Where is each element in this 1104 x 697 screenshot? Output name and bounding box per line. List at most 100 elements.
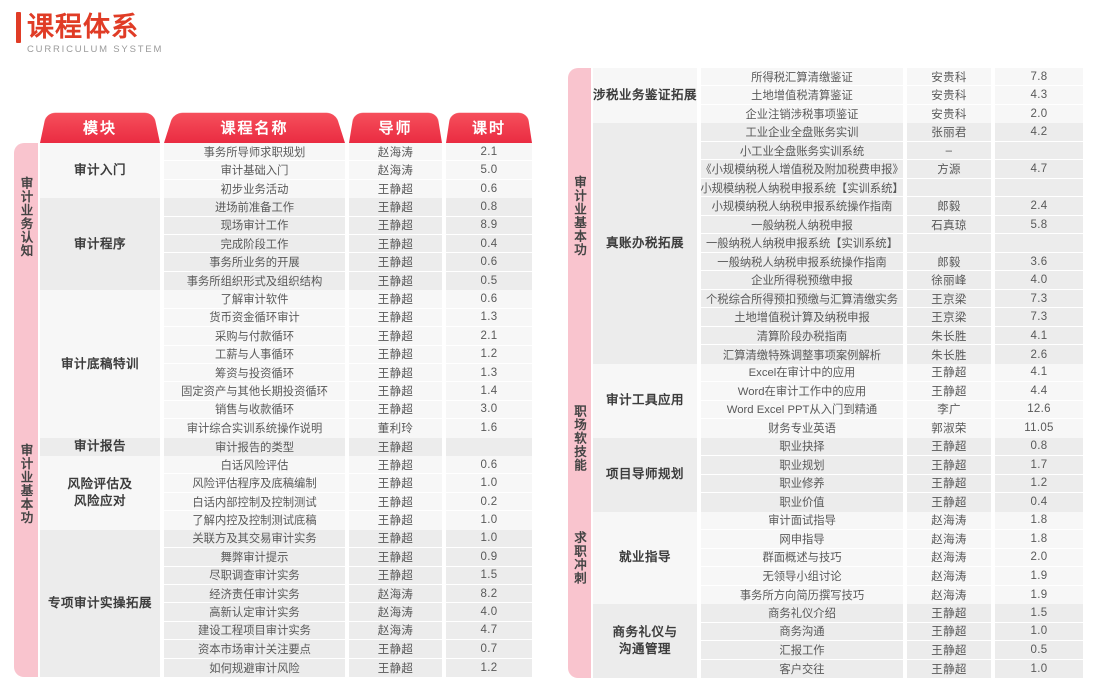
module-block: 真账办税拓展 工业企业全盘账务实训 张丽君 4.2 小工业全盘账务实训系统 – 《小规模纳税… bbox=[593, 123, 1083, 364]
hours-cell: 1.0 bbox=[446, 474, 532, 493]
tutor-cell: 董利玲 bbox=[349, 419, 442, 438]
hours-cell: 2.1 bbox=[446, 327, 532, 346]
tutor-cell: 王静超 bbox=[349, 456, 442, 475]
course-name-cell: 汇算清缴特殊调整事项案例解析 bbox=[701, 345, 903, 364]
tutor-cell: 王静超 bbox=[907, 382, 991, 401]
header-tab-3: 导师 bbox=[349, 109, 442, 143]
course-name-cell: 审计基础入门 bbox=[164, 161, 345, 180]
hours-cell: 0.5 bbox=[446, 271, 532, 291]
course-name-cell: 采购与付款循环 bbox=[164, 327, 345, 346]
tutor-cell: 王静超 bbox=[349, 492, 442, 512]
course-name-cell: 《小规模纳税人增值税及附加税费申报》 bbox=[701, 160, 903, 179]
tutor-cell bbox=[907, 178, 991, 198]
course-name-cell: 小规模纳税人纳税申报系统【实训系统】 bbox=[701, 178, 903, 198]
hours-cell: 8.9 bbox=[446, 216, 532, 236]
tutor-cell: 王静超 bbox=[349, 308, 442, 328]
course-name-cell: 商务礼仪介绍 bbox=[701, 604, 903, 623]
hours-cell: 4.2 bbox=[995, 123, 1083, 142]
hours-cell: 1.2 bbox=[446, 658, 532, 677]
tutor-cell: 徐丽峰 bbox=[907, 271, 991, 290]
hours-cell: 1.0 bbox=[995, 622, 1083, 642]
module-name-cell: 就业指导 bbox=[593, 511, 697, 605]
tutor-cell: 王静超 bbox=[907, 363, 991, 383]
module-block: 审计工具应用 Excel在审计中的应用 王静超 4.1 Word在审计工作中的应用 王静超… bbox=[593, 363, 1083, 438]
tutor-cell: 王静超 bbox=[349, 179, 442, 199]
module-block: 审计报告 审计报告的类型 王静超 bbox=[40, 437, 532, 457]
module-block: 涉税业务鉴证拓展 所得税汇算清缴鉴证 安贵科 7.8 土地增值税清算鉴证 安贵科 4.3 企业… bbox=[593, 68, 1083, 124]
tutor-cell: 安贵科 bbox=[907, 86, 991, 105]
course-name-cell: 企业注销涉税事项鉴证 bbox=[701, 104, 903, 124]
hours-cell: 12.6 bbox=[995, 400, 1083, 420]
course-name-cell: 小工业全盘账务实训系统 bbox=[701, 141, 903, 161]
hours-cell: 4.7 bbox=[446, 621, 532, 641]
module-block: 审计程序 进场前准备工作 王静超 0.8 现场审计工作 王静超 8.9 完成阶段工作 王静超 0.… bbox=[40, 198, 532, 291]
tutor-cell: 王静超 bbox=[907, 437, 991, 457]
tutor-cell: 赵海涛 bbox=[907, 585, 991, 605]
hours-cell: 1.9 bbox=[995, 567, 1083, 586]
hours-cell: 1.2 bbox=[995, 474, 1083, 494]
course-name-cell: 筹资与投资循环 bbox=[164, 363, 345, 383]
course-name-cell: 货币资金循环审计 bbox=[164, 308, 345, 328]
hours-cell: 0.6 bbox=[446, 253, 532, 272]
module-name-cell: 商务礼仪与 沟通管理 bbox=[593, 604, 697, 678]
tutor-cell: 王静超 bbox=[907, 659, 991, 678]
hours-cell: 1.3 bbox=[446, 308, 532, 328]
module-name-cell: 涉税业务鉴证拓展 bbox=[593, 68, 697, 124]
tutor-cell: 王静超 bbox=[907, 622, 991, 642]
hours-cell: 8.2 bbox=[446, 584, 532, 604]
course-name-cell: 了解内控及控制测试底稿 bbox=[164, 511, 345, 530]
course-name-cell: 所得税汇算清缴鉴证 bbox=[701, 68, 903, 87]
module-block: 就业指导 审计面试指导 赵海涛 1.8 网申指导 赵海涛 1.8 群面概述与技巧 赵海涛 2.0 无… bbox=[593, 511, 1083, 605]
course-name-cell: Word Excel PPT从入门到精通 bbox=[701, 400, 903, 420]
course-name-cell: 经济责任审计实务 bbox=[164, 584, 345, 604]
tutor-cell: 赵海涛 bbox=[349, 584, 442, 604]
hours-cell: 1.7 bbox=[995, 456, 1083, 475]
tutor-cell: 朱长胜 bbox=[907, 326, 991, 346]
category-band bbox=[14, 143, 38, 677]
hours-cell: 5.0 bbox=[446, 161, 532, 180]
tutor-cell: 王静超 bbox=[349, 363, 442, 383]
tutor-cell: 王静超 bbox=[907, 474, 991, 494]
hours-cell: 1.6 bbox=[446, 419, 532, 438]
course-name-cell: 进场前准备工作 bbox=[164, 198, 345, 217]
tutor-cell: 郎毅 bbox=[907, 197, 991, 216]
module-block: 商务礼仪与 沟通管理 商务礼仪介绍 王静超 1.5 商务沟通 王静超 1.0 汇报工作 王静超 0… bbox=[593, 604, 1083, 678]
course-name-cell: 无领导小组讨论 bbox=[701, 567, 903, 586]
hours-cell bbox=[995, 141, 1083, 161]
category-band-label: 职场软技能 bbox=[572, 403, 586, 472]
hours-cell: 1.2 bbox=[446, 345, 532, 364]
header-tab-4: 课时 bbox=[446, 109, 532, 143]
category-band-label: 审计业基本功 bbox=[572, 175, 586, 257]
tutor-cell: 王静超 bbox=[349, 437, 442, 457]
hours-cell: 0.8 bbox=[446, 198, 532, 217]
tutor-cell: 郎毅 bbox=[907, 252, 991, 272]
hours-cell: 4.7 bbox=[995, 160, 1083, 179]
tutor-cell: 王静超 bbox=[349, 658, 442, 677]
course-name-cell: 完成阶段工作 bbox=[164, 235, 345, 254]
hours-cell: 4.0 bbox=[995, 271, 1083, 290]
hours-cell: 2.1 bbox=[446, 143, 532, 162]
course-name-cell: 事务所方向简历撰写技巧 bbox=[701, 585, 903, 605]
course-name-cell: Word在审计工作中的应用 bbox=[701, 382, 903, 401]
course-name-cell: 审计报告的类型 bbox=[164, 437, 345, 457]
tutor-cell: 赵海涛 bbox=[907, 548, 991, 568]
category-band bbox=[568, 68, 591, 678]
hours-cell: 11.05 bbox=[995, 419, 1083, 438]
course-name-cell: 如何规避审计风险 bbox=[164, 658, 345, 677]
hours-cell bbox=[995, 234, 1083, 253]
module-name-cell: 审计工具应用 bbox=[593, 363, 697, 438]
tutor-cell: 王静超 bbox=[907, 493, 991, 512]
header-tab-label: 课时 bbox=[471, 120, 506, 137]
hours-cell: 1.0 bbox=[446, 511, 532, 530]
tutor-cell: 王静超 bbox=[349, 290, 442, 309]
tutor-cell: 赵海涛 bbox=[907, 511, 991, 531]
course-name-cell: 销售与收款循环 bbox=[164, 400, 345, 420]
hours-cell: 3.0 bbox=[446, 400, 532, 420]
tutor-cell: 王静超 bbox=[349, 235, 442, 254]
module-name-cell: 审计报告 bbox=[40, 437, 160, 457]
page-header: 课程体系 CURRICULUM SYSTEM bbox=[16, 12, 163, 55]
tutor-cell: 郭淑荣 bbox=[907, 419, 991, 438]
page-subtitle: CURRICULUM SYSTEM bbox=[27, 44, 164, 56]
course-name-cell: 了解审计软件 bbox=[164, 290, 345, 309]
hours-cell: 2.6 bbox=[995, 345, 1083, 364]
